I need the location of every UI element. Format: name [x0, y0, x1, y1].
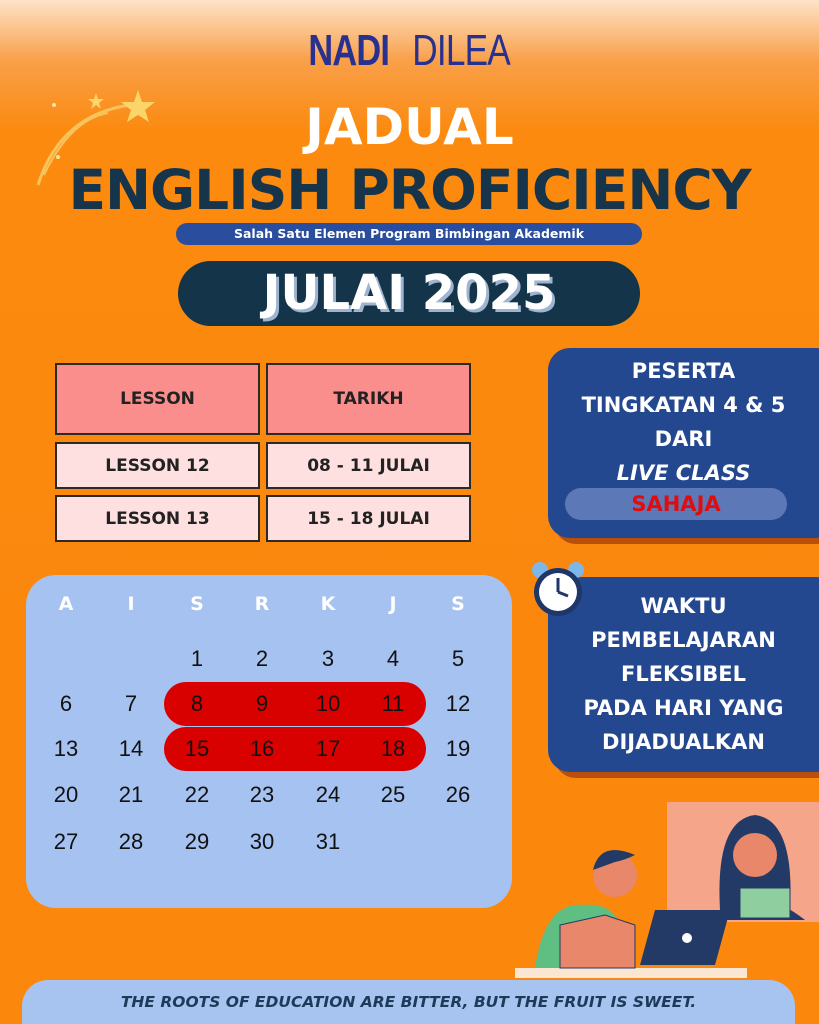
quote-banner: THE ROOTS OF EDUCATION ARE BITTER, BUT T…	[22, 980, 795, 1024]
calendar-day: 3	[321, 646, 335, 671]
calendar-day: 7	[124, 691, 138, 716]
weekday-label: A	[58, 593, 74, 615]
calendar-day: 18	[380, 736, 406, 761]
calendar-day: 31	[315, 829, 341, 854]
weekday-label: S	[190, 593, 204, 615]
calendar-day: 10	[315, 691, 341, 716]
flexible-line: DIJADUALKAN	[602, 730, 765, 754]
flexible-line: PADA HARI YANG	[583, 696, 784, 720]
flexible-line: PEMBELAJARAN	[591, 628, 776, 652]
weekday-label: J	[389, 593, 397, 615]
participants-line: PESERTA	[631, 359, 736, 383]
participants-box: PESERTA TINGKATAN 4 & 5 DARI LIVE CLASS …	[548, 348, 819, 538]
logo-nadi: NADI	[308, 26, 390, 75]
calendar-day: 26	[445, 782, 471, 807]
subtitle-banner: Salah Satu Elemen Program Bimbingan Akad…	[176, 223, 642, 245]
month-banner: JULAI 2025	[178, 261, 640, 326]
table-cell-lesson: LESSON 13	[55, 495, 260, 542]
calendar-day: 30	[249, 829, 275, 854]
calendar-day: 22	[184, 782, 210, 807]
calendar-day: 24	[315, 782, 341, 807]
participants-line: DARI	[654, 427, 713, 451]
shooting-star-icon	[36, 90, 155, 186]
table-cell-date: 15 - 18 JULAI	[266, 495, 471, 542]
page-title: JADUAL	[305, 98, 514, 156]
calendar-day: 8	[190, 691, 204, 716]
calendar: A I S R K J S 1 2 3 4 5 6 7 8 9 10 11 12 13 14 15 16 17 18 19 20 21…	[26, 575, 512, 908]
calendar-day: 17	[315, 736, 341, 761]
calendar-day: 21	[118, 782, 144, 807]
logo-dilea: DILEA	[412, 26, 511, 75]
flexible-line: FLEKSIBEL	[620, 662, 746, 686]
calendar-day: 5	[451, 646, 465, 671]
highlight-bar	[164, 727, 426, 771]
calendar-day: 20	[53, 782, 79, 807]
only-badge: SAHAJA	[565, 488, 787, 520]
alarm-clock-icon	[532, 562, 584, 616]
calendar-day: 19	[445, 736, 471, 761]
flexible-time-box: WAKTU PEMBELAJARAN FLEKSIBEL PADA HARI Y…	[548, 577, 819, 772]
table-header-date: TARIKH	[266, 363, 471, 435]
weekday-label: R	[254, 593, 270, 615]
calendar-day: 6	[59, 691, 73, 716]
calendar-day: 23	[249, 782, 275, 807]
calendar-day: 29	[184, 829, 210, 854]
calendar-day: 15	[184, 736, 210, 761]
live-class-label: LIVE CLASS	[616, 461, 751, 485]
participants-line: TINGKATAN 4 & 5	[581, 393, 786, 417]
table-cell-lesson: LESSON 12	[55, 442, 260, 489]
calendar-day: 28	[118, 829, 144, 854]
calendar-day: 4	[386, 646, 400, 671]
calendar-day: 2	[255, 646, 269, 671]
students-illustration	[515, 802, 819, 978]
logo: NADI DILEA	[0, 26, 819, 76]
calendar-day: 12	[445, 691, 471, 716]
weekday-label: K	[320, 593, 336, 615]
table-header-lesson: LESSON	[55, 363, 260, 435]
weekday-label: S	[451, 593, 465, 615]
program-title: ENGLISH PROFICIENCY	[68, 158, 751, 222]
table-cell-date: 08 - 11 JULAI	[266, 442, 471, 489]
calendar-day: 9	[255, 691, 269, 716]
calendar-day: 14	[118, 736, 144, 761]
calendar-day: 13	[53, 736, 79, 761]
highlight-bar	[164, 682, 426, 726]
calendar-day: 1	[190, 646, 204, 671]
calendar-day: 16	[249, 736, 275, 761]
weekday-label: I	[127, 593, 135, 615]
flexible-line: WAKTU	[640, 594, 727, 618]
calendar-day: 27	[53, 829, 79, 854]
calendar-day: 11	[381, 691, 405, 716]
calendar-day: 25	[380, 782, 406, 807]
